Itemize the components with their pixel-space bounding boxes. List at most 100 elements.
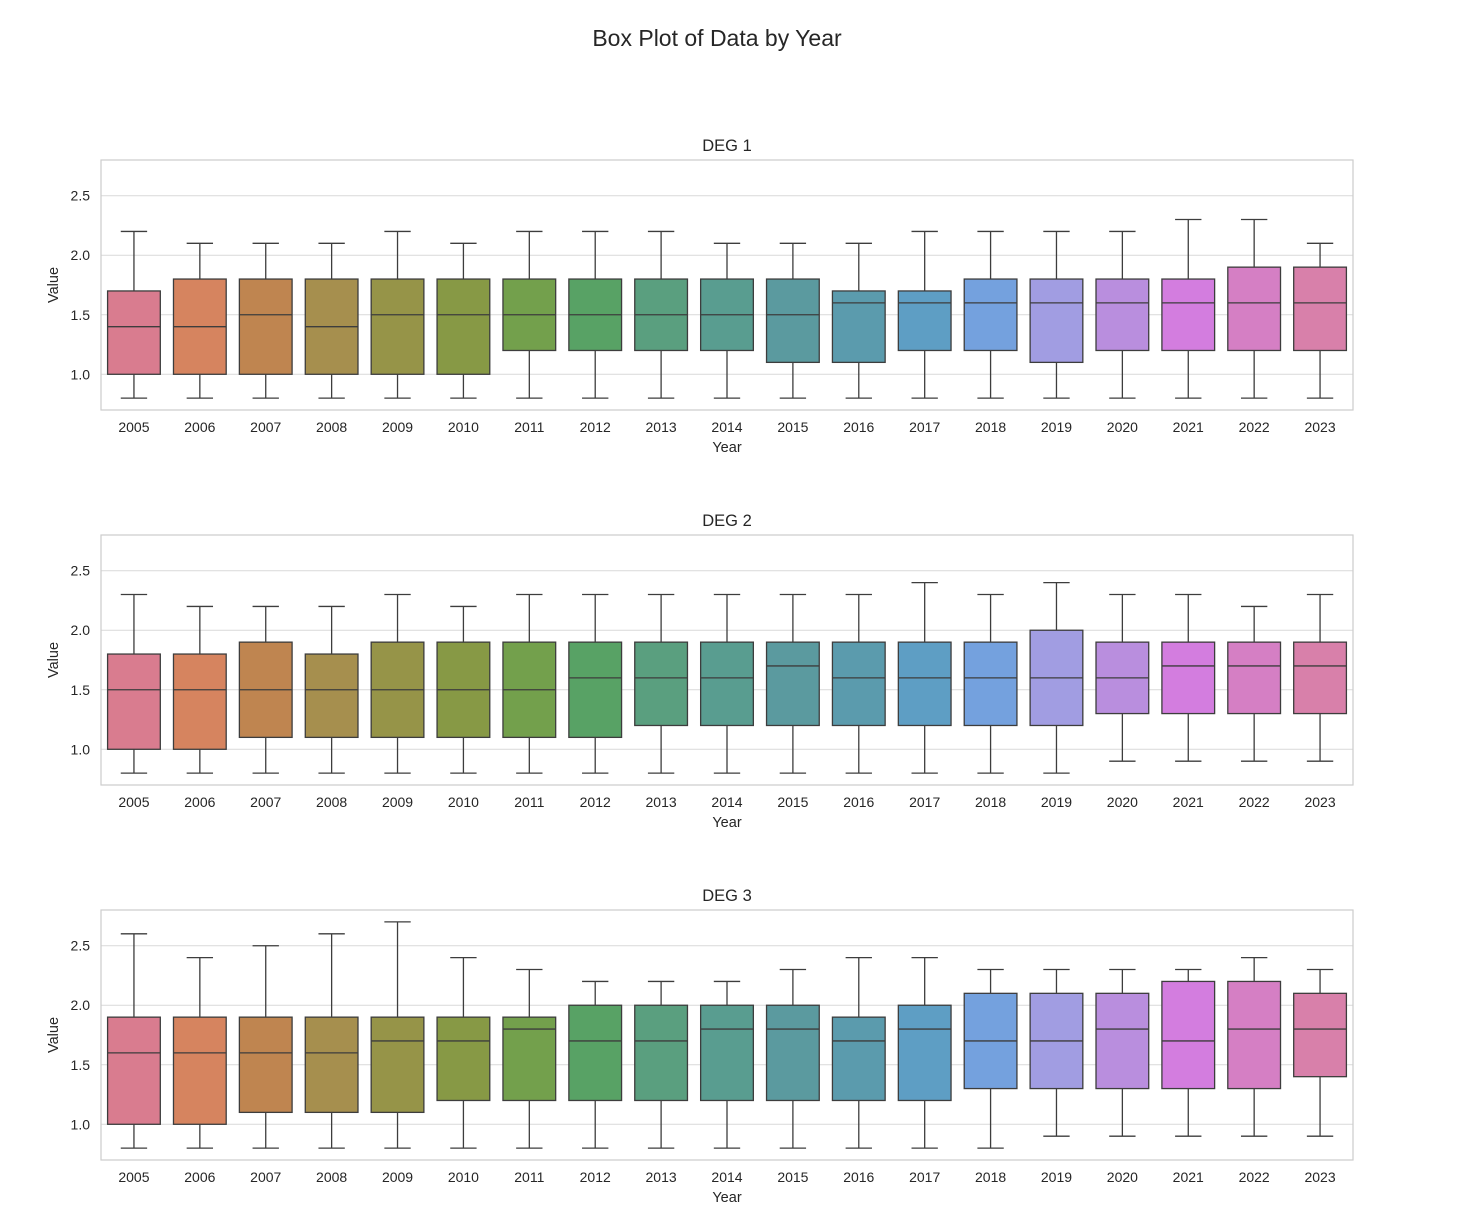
- x-tick-label: 2006: [184, 1169, 215, 1185]
- box-2022: [1227, 956, 1282, 1137]
- box-2014: [699, 593, 755, 774]
- box-body: [106, 290, 161, 375]
- box-body: [1227, 266, 1282, 352]
- panel-2: DEG 2 1.0 1.5 2.0 2.5 Value 2005 2006 2007 2008 20…: [46, 512, 1354, 831]
- box-2021: [1161, 968, 1216, 1137]
- box-2006: [172, 605, 227, 774]
- x-tick-label: 2005: [118, 794, 149, 810]
- x-tick-label: 2011: [514, 794, 544, 810]
- y-tick-label: 1.5: [71, 682, 91, 698]
- box-body: [897, 290, 952, 352]
- box-2007: [238, 605, 293, 774]
- box-body: [963, 641, 1018, 727]
- box-2016: [831, 242, 886, 399]
- box-2022: [1227, 605, 1282, 762]
- box-2020: [1095, 230, 1150, 399]
- box-2011: [502, 593, 557, 774]
- x-tick-label: 2022: [1239, 1169, 1270, 1185]
- box-2021: [1161, 218, 1216, 399]
- box-body: [1029, 278, 1084, 364]
- box-2009: [370, 921, 425, 1149]
- box-body: [831, 641, 886, 727]
- box-2007: [238, 242, 293, 399]
- box-2019: [1029, 968, 1084, 1137]
- box-2008: [304, 242, 359, 399]
- box-body: [1095, 278, 1150, 352]
- x-tick-label: 2008: [316, 794, 347, 810]
- box-body: [963, 278, 1018, 352]
- box-body: [370, 1016, 425, 1114]
- x-tick-label: 2016: [843, 1169, 874, 1185]
- x-tick-label: 2017: [909, 794, 940, 810]
- box-body: [304, 1016, 359, 1114]
- x-tick-label: 2008: [316, 1169, 347, 1185]
- x-tick-label: 2014: [711, 419, 742, 435]
- box-2006: [172, 956, 227, 1149]
- box-2009: [370, 593, 425, 774]
- x-tick-label: 2009: [382, 794, 413, 810]
- box-body: [436, 1016, 491, 1102]
- x-tick-label: 2018: [975, 794, 1006, 810]
- x-tick-label: 2018: [975, 1169, 1006, 1185]
- box-body: [106, 653, 161, 750]
- box-body: [897, 1004, 952, 1102]
- x-tick-label: 2013: [646, 794, 677, 810]
- plot-frame: [100, 909, 1354, 1161]
- box-2012: [568, 230, 623, 399]
- box-body: [1227, 641, 1282, 715]
- box-2017: [897, 230, 952, 399]
- box-body: [699, 641, 755, 727]
- box-body: [172, 653, 227, 750]
- x-tick-label: 2022: [1239, 419, 1270, 435]
- box-2005: [106, 933, 161, 1149]
- x-tick-label: 2010: [448, 794, 479, 810]
- x-tick-label: 2016: [843, 794, 874, 810]
- x-tick-label: 2009: [382, 419, 413, 435]
- box-2007: [238, 945, 293, 1149]
- y-tick-label: 2.5: [71, 563, 91, 579]
- x-tick-label: 2006: [184, 794, 215, 810]
- y-tick-label: 2.5: [71, 188, 91, 204]
- box-body: [172, 1016, 227, 1125]
- box-2011: [502, 968, 557, 1149]
- y-tick-label: 1.0: [71, 366, 91, 382]
- box-2020: [1095, 968, 1150, 1137]
- box-2019: [1029, 230, 1084, 399]
- box-2023: [1293, 593, 1348, 762]
- box-2021: [1161, 593, 1216, 762]
- y-tick-label: 1.0: [71, 741, 91, 757]
- box-body: [765, 1004, 820, 1102]
- box-body: [106, 1016, 161, 1125]
- box-body: [568, 641, 623, 739]
- x-tick-label: 2009: [382, 1169, 413, 1185]
- x-axis-label: Year: [712, 1190, 741, 1206]
- box-2018: [963, 968, 1018, 1149]
- y-tick-label: 1.5: [71, 307, 91, 323]
- box-2008: [304, 933, 359, 1149]
- x-tick-label: 2017: [909, 1169, 940, 1185]
- box-body: [1095, 992, 1150, 1090]
- x-tick-label: 2023: [1304, 794, 1335, 810]
- x-tick-label: 2019: [1041, 419, 1072, 435]
- box-2014: [699, 242, 755, 399]
- box-2010: [436, 605, 491, 774]
- box-body: [765, 278, 820, 364]
- x-tick-label: 2007: [250, 1169, 281, 1185]
- x-tick-label: 2019: [1041, 794, 1072, 810]
- y-tick-label: 2.0: [71, 247, 91, 263]
- box-2019: [1029, 581, 1084, 774]
- box-2010: [436, 956, 491, 1149]
- box-body: [897, 641, 952, 727]
- box-2015: [765, 593, 820, 774]
- y-tick-label: 2.5: [71, 938, 91, 954]
- box-2013: [634, 230, 689, 399]
- box-body: [634, 1004, 689, 1102]
- x-tick-label: 2020: [1107, 1169, 1138, 1185]
- x-tick-label: 2020: [1107, 419, 1138, 435]
- panel-title: DEG 1: [702, 137, 752, 155]
- box-2016: [831, 956, 886, 1149]
- x-tick-label: 2012: [580, 419, 611, 435]
- box-2017: [897, 581, 952, 774]
- x-tick-label: 2014: [711, 794, 742, 810]
- box-2006: [172, 242, 227, 399]
